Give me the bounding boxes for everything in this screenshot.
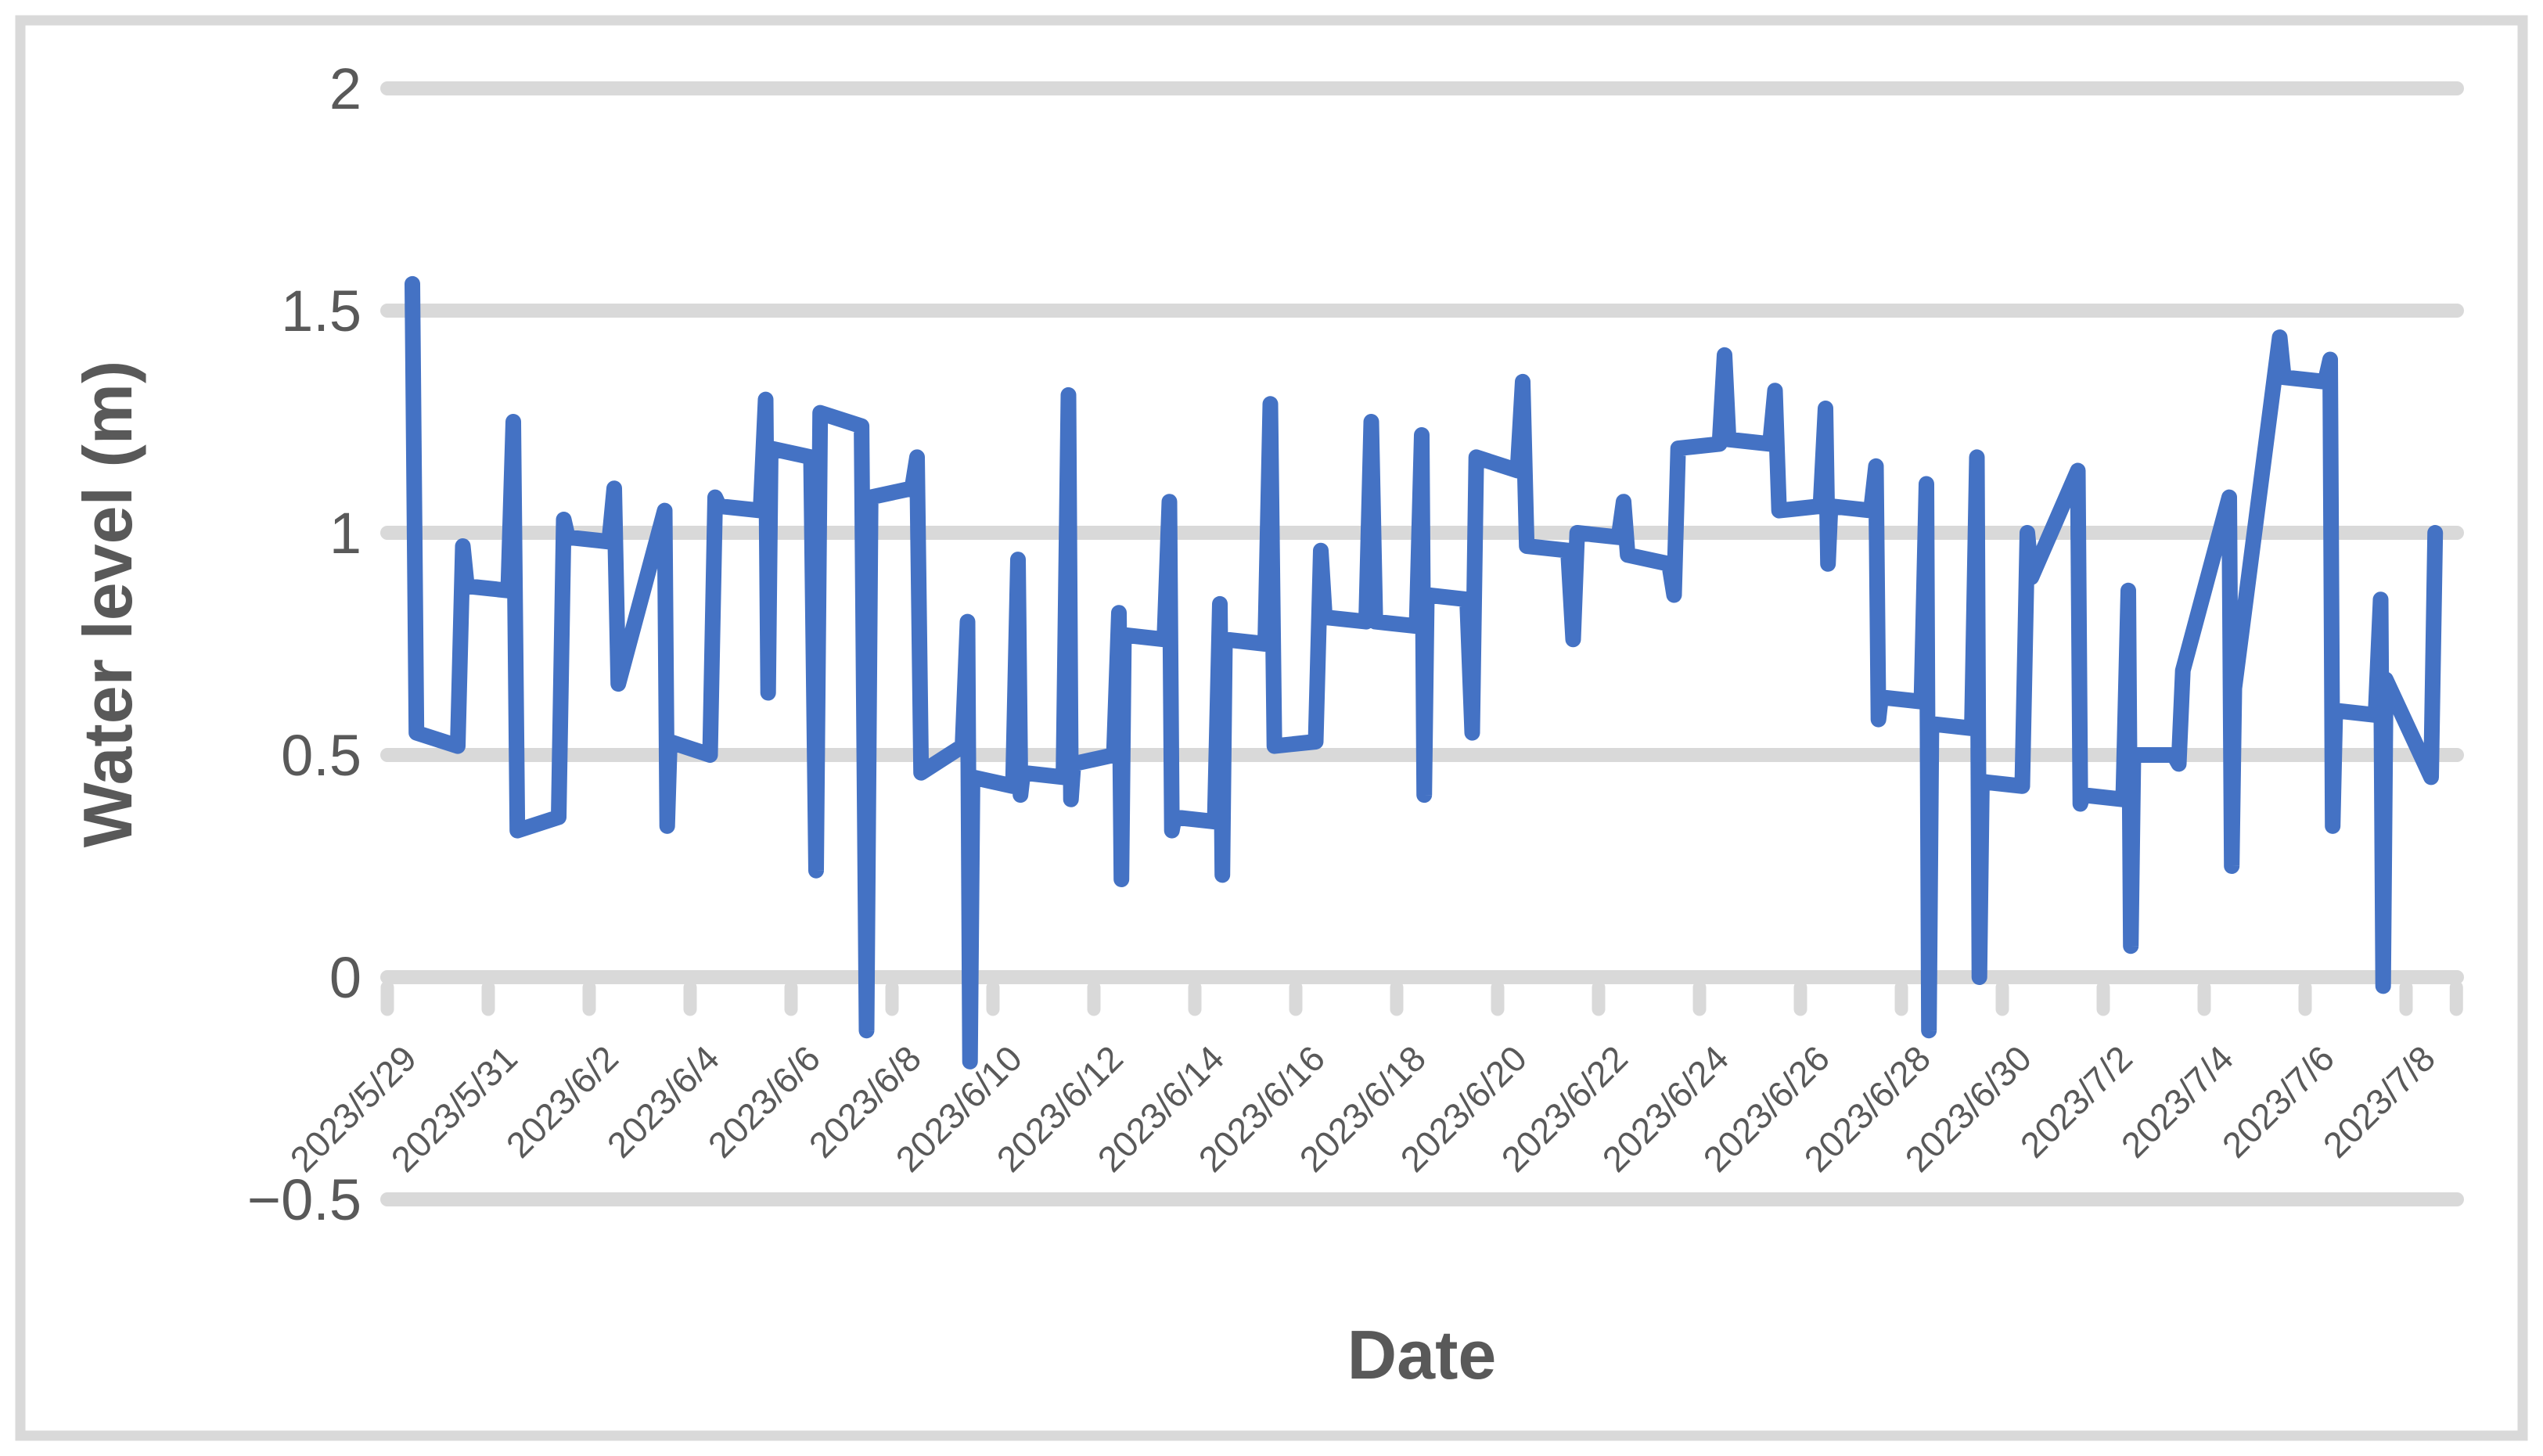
series-group <box>405 275 2444 1070</box>
y-axis-title: Water level (m) <box>69 361 146 848</box>
chart-border <box>15 15 2528 1441</box>
y-tick-labels: 2 1.5 1 0.5 0 −0.5 <box>247 56 361 1232</box>
y-axis-tick-label: 0 <box>329 945 361 1010</box>
y-axis-tick-label: −0.5 <box>247 1167 361 1232</box>
x-axis-title: Date <box>1347 1316 1497 1393</box>
y-axis-tick-label: 1 <box>329 501 361 566</box>
y-axis-tick-label: 2 <box>329 56 361 121</box>
series-line <box>405 275 2444 1070</box>
y-axis-tick-label: 1.5 <box>281 279 361 343</box>
y-axis-tick-label: 0.5 <box>281 723 361 788</box>
x-axis <box>380 980 2463 1016</box>
